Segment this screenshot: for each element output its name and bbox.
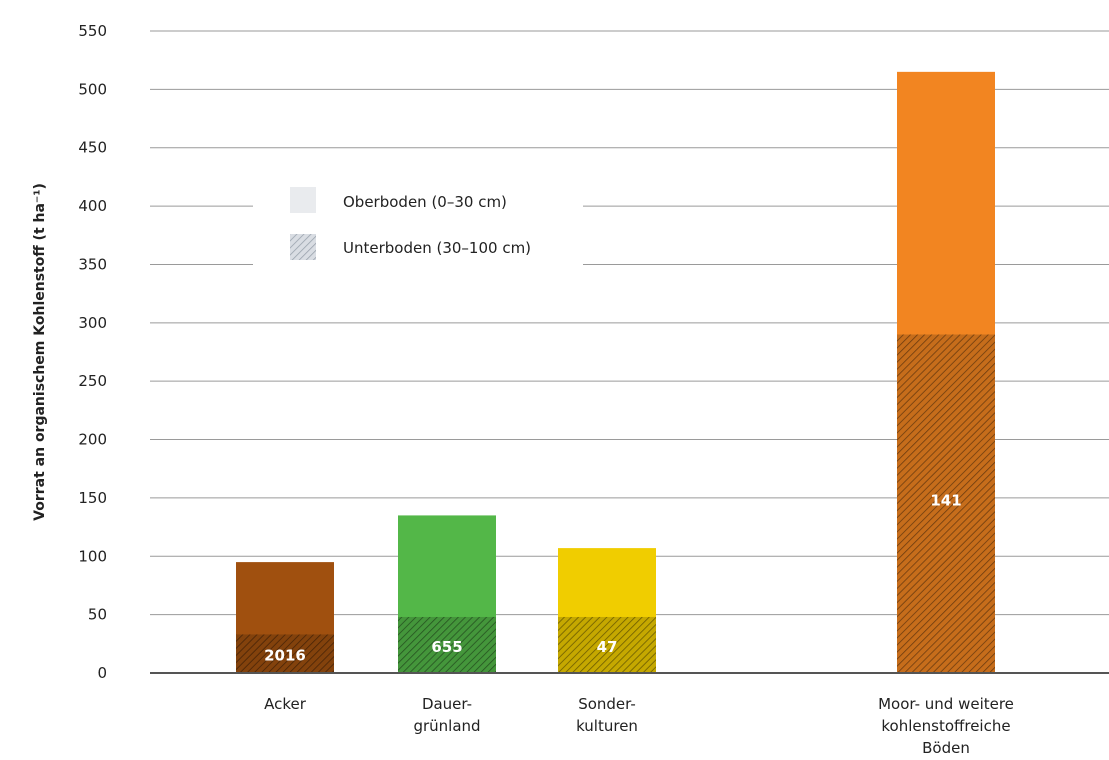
bar-segment-unterboden (236, 634, 334, 673)
x-category-label: Acker (264, 695, 307, 713)
legend: Oberboden (0–30 cm) Unterboden (30–100 c… (253, 172, 583, 272)
y-tick-label: 500 (78, 80, 107, 98)
y-tick-label: 200 (78, 431, 107, 449)
x-axis-labels: Acker Dauer-grünland Sonder-kulturen Moor- … (264, 695, 1014, 757)
y-tick-label: 550 (78, 22, 107, 40)
x-category-label: grünland (413, 717, 480, 735)
y-axis-ticks: 0 50 100 150 200 250 300 350 400 450 500 550 (78, 22, 107, 682)
y-tick-label: 50 (88, 606, 107, 624)
y-tick-label: 250 (78, 372, 107, 390)
x-category-label: Böden (922, 739, 970, 757)
legend-label-oberboden: Oberboden (0–30 cm) (343, 193, 507, 211)
bar-segment-unterboden (897, 334, 995, 673)
y-tick-label: 300 (78, 314, 107, 332)
y-tick-label: 0 (97, 664, 107, 682)
bars: 2016 655 47 141 (236, 71, 995, 673)
y-tick-label: 400 (78, 197, 107, 215)
y-tick-label: 150 (78, 489, 107, 507)
x-category-label: Moor- und weitere (878, 695, 1014, 713)
x-category-label: Dauer- (422, 695, 472, 713)
y-tick-label: 100 (78, 547, 107, 565)
x-category-label: Sonder- (578, 695, 636, 713)
bar-segment-unterboden (558, 616, 656, 673)
legend-label-unterboden: Unterboden (30–100 cm) (343, 239, 531, 257)
y-tick-label: 450 (78, 139, 107, 157)
bar-segment-unterboden (398, 616, 496, 673)
y-tick-label: 350 (78, 255, 107, 273)
legend-swatch-oberboden (290, 187, 316, 213)
legend-swatch-unterboden (290, 234, 316, 260)
x-category-label: kohlenstoffreiche (881, 717, 1010, 735)
data-label: 47 (597, 638, 618, 656)
data-label: 2016 (264, 647, 306, 665)
y-axis-label: Vorrat an organischem Kohlenstoff (t ha⁻… (32, 183, 48, 521)
x-category-label: kulturen (576, 717, 638, 735)
data-label: 655 (431, 638, 462, 656)
data-label: 141 (930, 492, 961, 510)
